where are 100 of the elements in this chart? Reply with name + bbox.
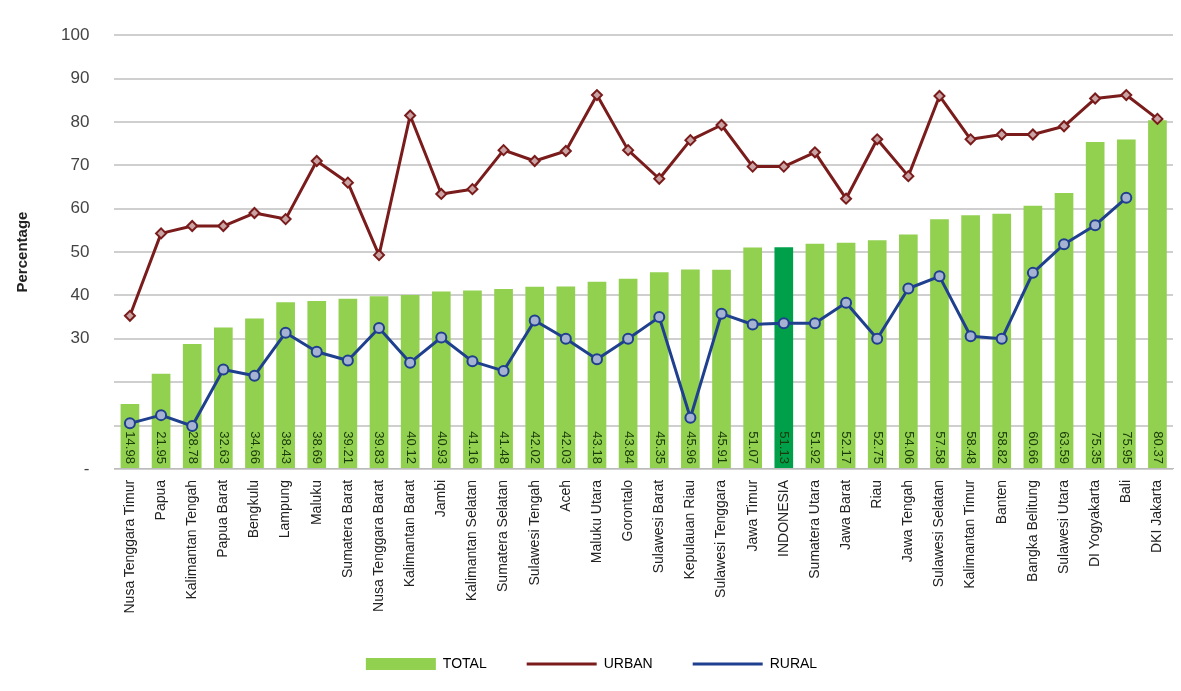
- point: [155, 409, 168, 422]
- data-label: 39.83: [372, 431, 388, 464]
- point: [622, 332, 635, 345]
- point: [933, 89, 946, 102]
- x-tick-label: Lampung: [276, 479, 293, 539]
- x-tick-label: Kalimantan Timur: [961, 479, 978, 589]
- x-tick-label: Bangka Belitung: [1023, 479, 1040, 582]
- x-tick-label: Sulawesi Selatan: [930, 479, 947, 588]
- point: [186, 220, 199, 233]
- data-label: 14.98: [123, 431, 139, 464]
- point: [310, 345, 323, 358]
- x-tick-label: Banten: [992, 479, 1009, 525]
- bar: [556, 286, 576, 468]
- y-tick-label: 80: [70, 111, 90, 131]
- point: [746, 160, 759, 173]
- y-tick-label: 90: [70, 68, 90, 88]
- point: [217, 363, 230, 376]
- data-label: 63.59: [1057, 431, 1073, 464]
- point: [590, 89, 603, 102]
- x-tick-label: Riau: [868, 479, 885, 509]
- data-label: 40.93: [434, 431, 450, 464]
- data-label: 58.82: [995, 431, 1011, 464]
- point: [123, 417, 136, 430]
- point: [746, 318, 759, 331]
- bar: [525, 286, 545, 468]
- point: [497, 144, 510, 157]
- bar: [587, 281, 607, 468]
- point: [995, 128, 1008, 141]
- point: [1089, 219, 1102, 232]
- point: [622, 144, 635, 157]
- point: [871, 332, 884, 345]
- point: [964, 133, 977, 146]
- data-label: 45.96: [683, 431, 699, 464]
- y-tick-label: 60: [70, 198, 90, 218]
- bar: [214, 327, 233, 468]
- point: [995, 332, 1008, 345]
- x-tick-label: Sumatera Utara: [805, 479, 822, 579]
- x-tick-label: Kepulauan Riau: [681, 479, 698, 580]
- bar: [805, 243, 825, 468]
- y-tick-label: 100: [60, 24, 90, 44]
- x-tick-label: Maluku Utara: [587, 479, 604, 564]
- data-label: 42.02: [528, 431, 544, 464]
- bar: [369, 296, 389, 468]
- data-label: 75.35: [1088, 431, 1104, 464]
- point: [279, 326, 292, 339]
- bar: [276, 302, 295, 468]
- bar: [712, 269, 731, 468]
- point: [435, 331, 448, 344]
- point: [404, 356, 417, 369]
- point: [1089, 92, 1102, 105]
- bar: [182, 344, 202, 468]
- point: [964, 330, 977, 343]
- x-tick-label: Sumatera Barat: [338, 479, 355, 578]
- point: [528, 154, 541, 167]
- point: [840, 192, 853, 205]
- point: [715, 307, 728, 320]
- bar: [1116, 139, 1136, 468]
- data-label: 52.17: [839, 431, 855, 464]
- x-tick-label: Bengkulu: [245, 479, 262, 539]
- x-tick-label: Sumatera Selatan: [494, 479, 511, 592]
- data-label: 57.58: [932, 431, 948, 464]
- x-tick-label: Sulawesi Utara: [1054, 479, 1071, 575]
- data-label: 43.18: [590, 431, 606, 464]
- bar: [743, 247, 762, 468]
- x-tick-label: Nusa Tenggara Barat: [369, 479, 386, 612]
- point: [248, 369, 261, 382]
- data-label: 80.37: [1150, 431, 1166, 464]
- data-label: 51.13: [777, 431, 793, 464]
- x-tick-label: Gorontalo: [618, 479, 635, 542]
- x-tick-label: Jawa Barat: [836, 479, 853, 550]
- point: [1026, 266, 1039, 279]
- data-label: 45.91: [714, 431, 730, 464]
- bar: [618, 278, 638, 468]
- legend-label: RURAL: [769, 654, 818, 671]
- point: [435, 187, 448, 200]
- point: [653, 172, 666, 185]
- x-tick-label: Nusa Tenggara Timur: [120, 479, 137, 614]
- point: [777, 317, 790, 330]
- point: [373, 321, 386, 334]
- bar: [338, 298, 358, 468]
- data-label: 34.66: [247, 431, 263, 464]
- point: [279, 213, 292, 226]
- data-label: 38.69: [310, 431, 326, 464]
- data-label: 40.12: [403, 431, 419, 464]
- x-tick-label: Jambi: [432, 479, 449, 518]
- bar: [307, 301, 327, 468]
- bar: [1085, 142, 1105, 468]
- bar: [836, 242, 856, 468]
- point: [186, 419, 199, 432]
- point: [1120, 191, 1133, 204]
- x-tick-label: Sulawesi Tengah: [525, 479, 542, 586]
- data-label: 38.43: [279, 431, 295, 464]
- x-tick-label: Sulawesi Tenggara: [712, 479, 729, 598]
- point: [528, 314, 541, 327]
- bar: [681, 269, 700, 468]
- bar: [867, 240, 887, 468]
- point: [248, 207, 261, 220]
- x-tick-label: Jawa Timur: [743, 479, 760, 552]
- x-tick-label: Bali: [1117, 479, 1134, 504]
- bar: [1148, 120, 1167, 468]
